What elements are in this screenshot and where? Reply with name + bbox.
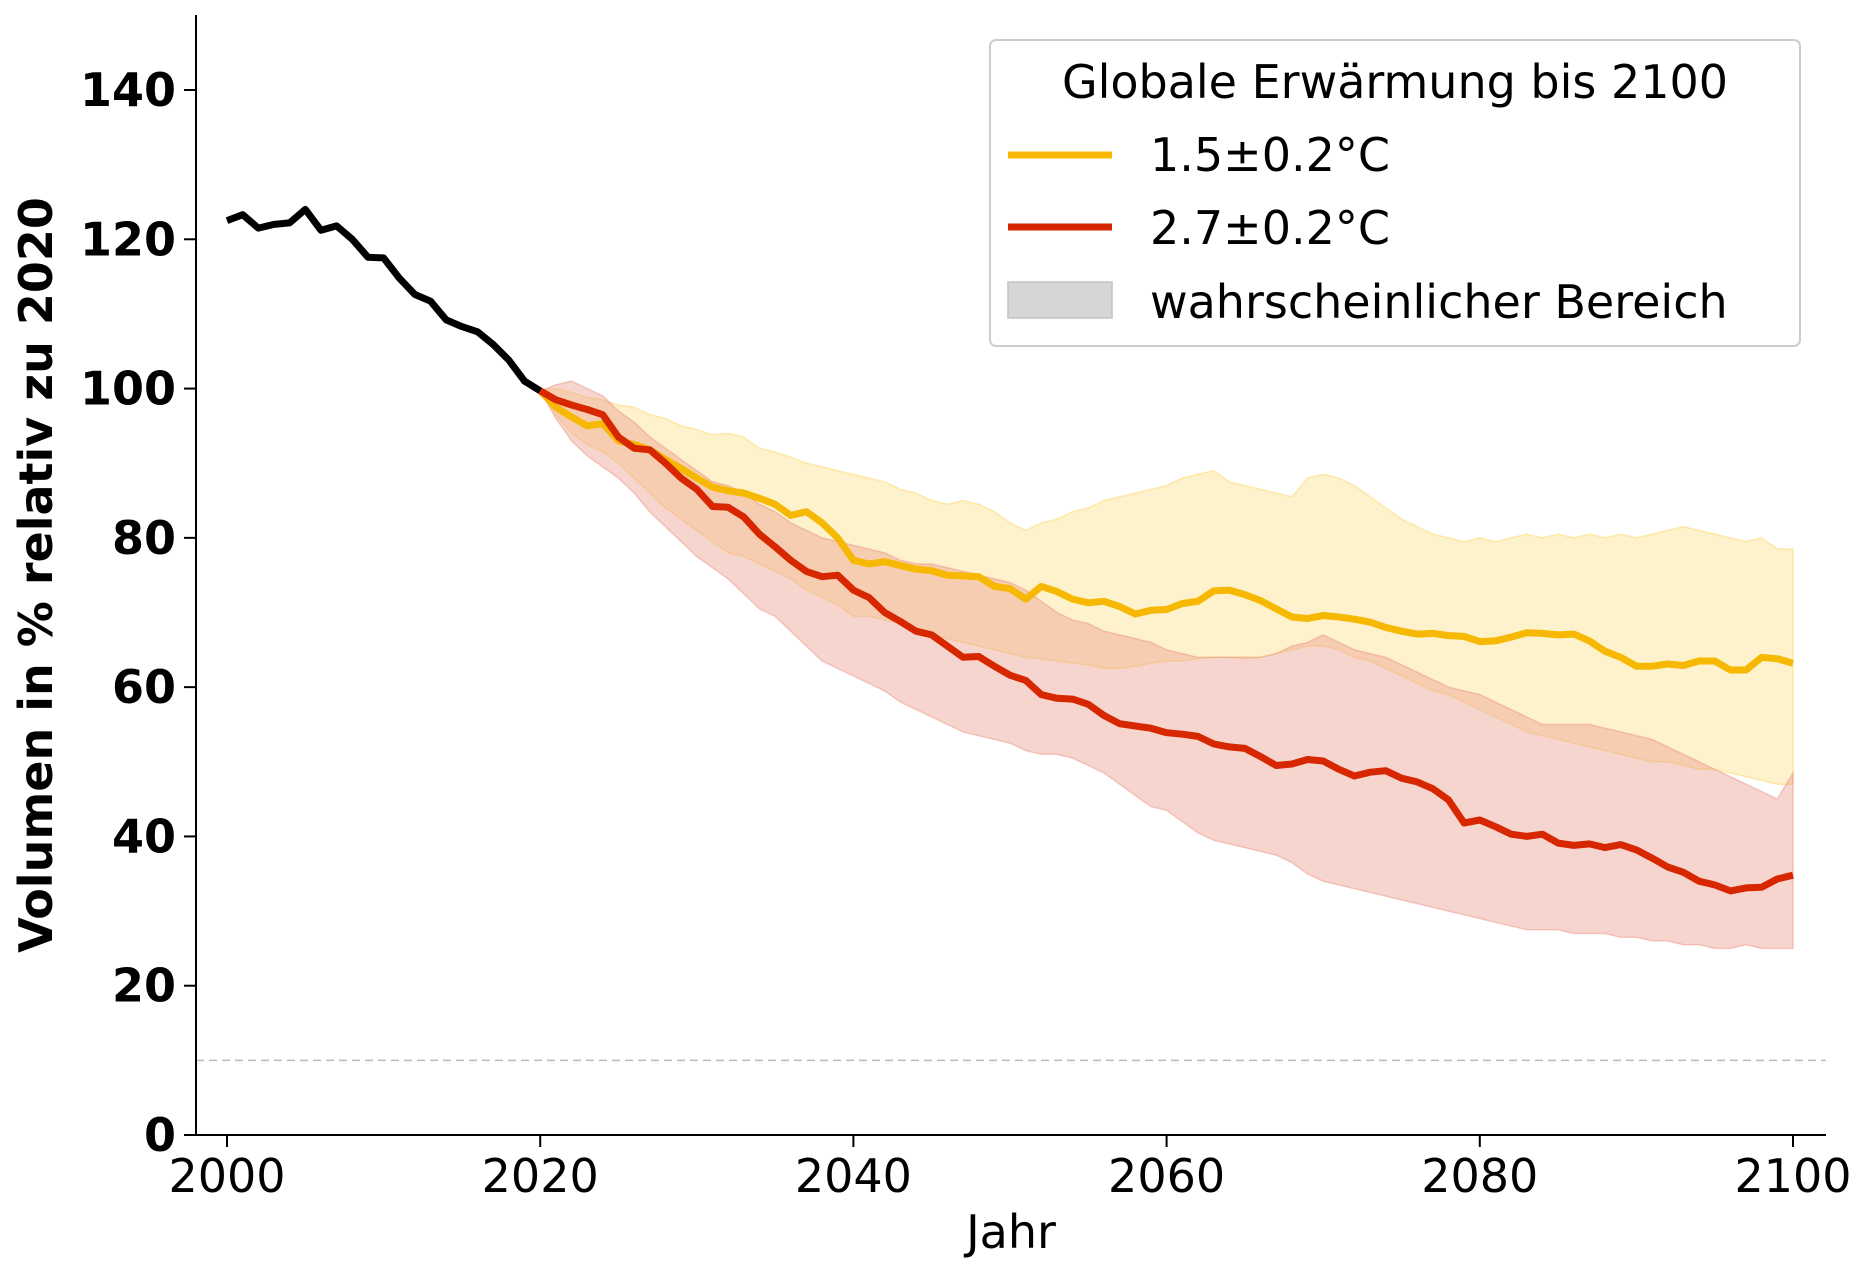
y-tick-label: 80 (112, 511, 176, 565)
y-tick-label: 100 (80, 362, 176, 416)
y-tick-label: 140 (80, 63, 176, 117)
plot-area (196, 205, 1826, 1062)
y-tick-label: 0 (144, 1108, 176, 1162)
x-tick-label: 2060 (1108, 1149, 1225, 1203)
x-tick-label: 2020 (482, 1149, 599, 1203)
x-tick-label: 2040 (795, 1149, 912, 1203)
legend-title: Globale Erwärmung bis 2100 (1062, 55, 1728, 109)
legend-label-1-5: 1.5±0.2°C (1150, 128, 1390, 182)
y-tick-label: 20 (112, 959, 176, 1013)
x-tick-label: 2100 (1734, 1149, 1851, 1203)
legend-frame (989, 39, 1801, 347)
legend-label-range: wahrscheinlicher Bereich (1150, 275, 1728, 329)
x-axis-label: Jahr (963, 1205, 1056, 1259)
series-line-0 (537, 388, 1794, 674)
x-ticks: 2000 2020 2040 2060 2080 2100 (168, 1135, 1852, 1203)
series-lines (225, 205, 1794, 895)
legend: Globale Erwärmung bis 2100 1.5±0.2°C 2.7… (989, 39, 1801, 347)
series-line-1 (538, 387, 1794, 895)
y-tick-label: 60 (112, 660, 176, 714)
historical-line (225, 205, 543, 394)
x-tick-label: 2080 (1421, 1149, 1538, 1203)
y-tick-label: 120 (80, 212, 176, 266)
legend-range-swatch (1007, 281, 1113, 319)
range-band-1 (539, 380, 1794, 950)
x-tick-label: 2000 (168, 1149, 285, 1203)
y-tick-label: 40 (112, 809, 176, 863)
y-axis-label: Volumen in % relativ zu 2020 (9, 197, 63, 953)
uncertainty-bands (538, 380, 1794, 950)
range-band-0 (538, 387, 1794, 785)
legend-label-2-7: 2.7±0.2°C (1150, 201, 1390, 255)
y-ticks: 0 20 40 60 80 100 120 140 (80, 63, 196, 1162)
